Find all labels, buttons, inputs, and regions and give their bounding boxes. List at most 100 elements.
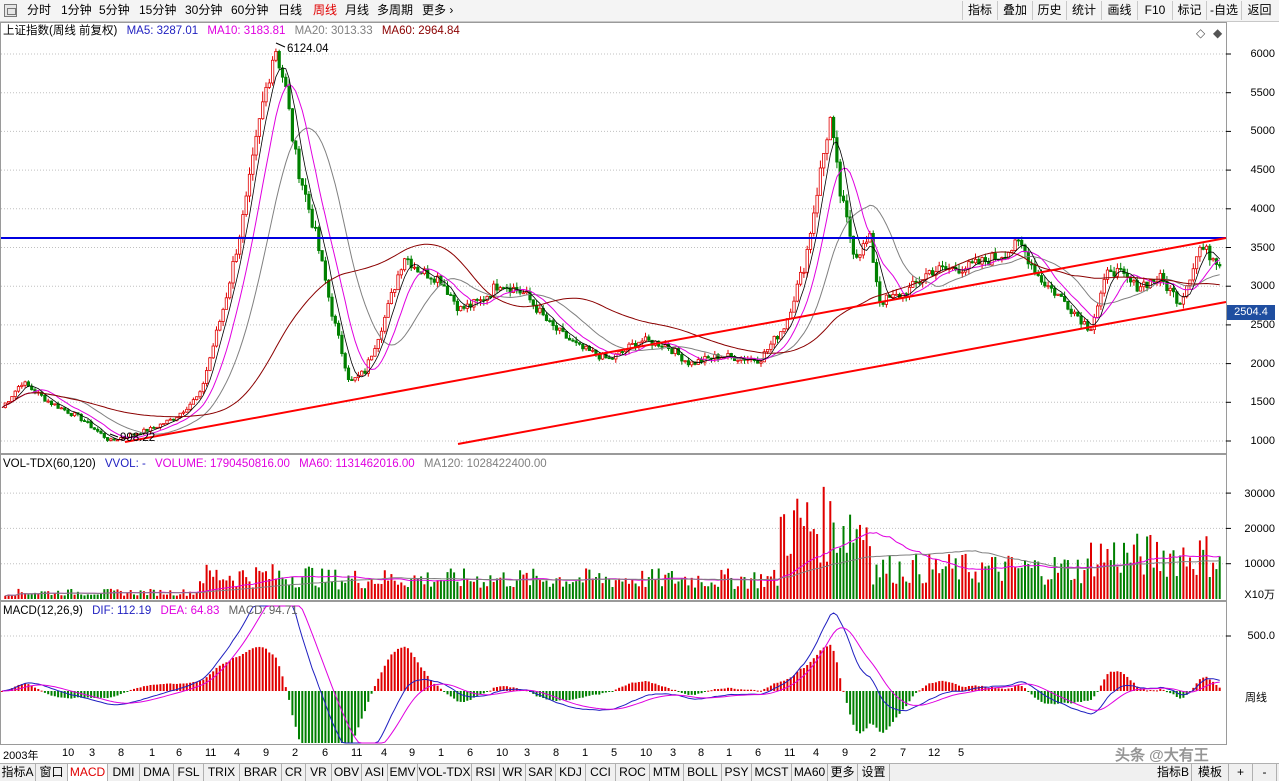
window-icon[interactable] <box>4 4 17 17</box>
indicator-tab[interactable]: EMV <box>388 764 418 781</box>
period-tab[interactable]: 60分钟 <box>231 3 269 17</box>
indicator-tab[interactable]: OBV <box>332 764 362 781</box>
volume-bar <box>588 569 591 599</box>
toolbar-button[interactable]: 指标 <box>962 1 997 20</box>
period-tab[interactable]: 30分钟 <box>185 3 223 17</box>
diamond-icon[interactable]: ◇ <box>1196 26 1206 40</box>
indicator-tab[interactable]: 设置 <box>858 764 890 781</box>
candle-body <box>30 385 34 391</box>
period-tab[interactable]: 月线 <box>345 3 370 17</box>
macd-bar <box>27 684 30 691</box>
toolbar-button[interactable]: 返回 <box>1241 1 1277 20</box>
macd-bar <box>232 657 234 691</box>
time-axis-label: 6 <box>322 747 329 759</box>
toolbar-button[interactable]: 标记 <box>1172 1 1206 20</box>
indicator-tab[interactable]: 窗口 <box>36 764 68 781</box>
volume-bar <box>423 584 426 599</box>
macd-bar <box>746 689 749 691</box>
time-axis-label: 7 <box>900 747 907 759</box>
indicator-tab[interactable]: 指标A <box>0 764 36 781</box>
candle-body <box>86 421 90 423</box>
volume-bar <box>1103 562 1106 599</box>
indicator-tab[interactable]: VOL-TDX <box>418 764 472 781</box>
indicator-tab[interactable]: MA60 <box>792 764 828 781</box>
toolbar-button[interactable]: 叠加 <box>997 1 1032 20</box>
candle-body <box>617 351 621 355</box>
period-tab[interactable]: 更多 › <box>422 3 454 17</box>
macd-bar <box>413 657 416 691</box>
toolbar-button[interactable]: 历史 <box>1032 1 1066 20</box>
indicator-tab[interactable]: MTM <box>650 764 684 781</box>
volume-bar <box>736 586 739 599</box>
indicator-tab[interactable]: KDJ <box>556 764 586 781</box>
period-tab[interactable]: 1分钟 <box>61 3 92 17</box>
period-tab[interactable]: 5分钟 <box>99 3 130 17</box>
volume-bar <box>835 552 838 599</box>
indicator-tab[interactable]: TRIX <box>204 764 240 781</box>
indicator-tab[interactable]: MCST <box>752 764 792 781</box>
candle-body <box>1072 311 1077 315</box>
indicator-tab[interactable]: SAR <box>526 764 556 781</box>
volume-bar <box>535 575 538 599</box>
period-tab[interactable]: 多周期 <box>377 3 414 17</box>
indicator-tab[interactable]: BRAR <box>240 764 282 781</box>
template-tab[interactable]: 指标B <box>1155 764 1192 781</box>
macd-bar <box>664 686 667 691</box>
toolbar-button[interactable]: F10 <box>1137 1 1172 20</box>
template-tab[interactable]: - <box>1253 764 1277 781</box>
toolbar-button[interactable]: 统计 <box>1066 1 1101 20</box>
period-tab[interactable]: 分时 <box>27 3 52 17</box>
volume-bar <box>7 594 10 599</box>
period-tab[interactable]: 15分钟 <box>139 3 177 17</box>
volume-bar <box>571 582 574 599</box>
macd-bar <box>736 689 739 691</box>
ma60-line <box>1 243 1220 418</box>
volume-bar <box>618 578 621 599</box>
toolbar-button[interactable]: -自选 <box>1206 1 1241 20</box>
macd-bar <box>598 691 601 695</box>
indicator-tab[interactable]: VR <box>306 764 332 781</box>
volume-bar <box>416 578 419 599</box>
candle-body <box>1013 239 1017 251</box>
volume-bar <box>446 572 449 599</box>
volume-bar <box>86 594 89 599</box>
macd-bar <box>727 687 729 691</box>
candle-body <box>488 295 493 298</box>
period-tab[interactable]: 周线 <box>313 3 338 17</box>
indicator-tab[interactable]: WR <box>500 764 526 781</box>
indicator-tab[interactable]: DMI <box>108 764 140 781</box>
period-tab[interactable]: 日线 <box>278 3 303 17</box>
template-tab[interactable]: 模板 <box>1192 764 1229 781</box>
indicator-tab[interactable]: BOLL <box>684 764 722 781</box>
macd-bar <box>1123 674 1125 691</box>
volume-bar <box>958 579 960 599</box>
indicator-tab[interactable]: ASI <box>362 764 388 781</box>
indicator-tab[interactable]: MACD <box>68 764 108 781</box>
diamond-icon[interactable]: ◆ <box>1213 26 1223 40</box>
macd-bar <box>1000 688 1003 691</box>
indicator-tab[interactable]: CR <box>282 764 306 781</box>
candle-body <box>561 327 565 332</box>
volume-bar <box>829 501 832 599</box>
indicator-tab[interactable]: RSI <box>472 764 500 781</box>
indicator-tab[interactable]: PSY <box>722 764 752 781</box>
macd-bar <box>307 691 310 743</box>
candle-body <box>1158 273 1162 283</box>
indicator-tab[interactable]: FSL <box>174 764 204 781</box>
indicator-tab[interactable]: DMA <box>140 764 174 781</box>
toolbar-button[interactable]: 画线 <box>1101 1 1137 20</box>
indicator-tab[interactable]: 更多 <box>828 764 858 781</box>
candle-body <box>944 266 948 270</box>
macd-bar <box>17 684 20 691</box>
macd-bar <box>1037 691 1040 700</box>
candle-body <box>581 343 585 350</box>
macd-bar <box>1090 691 1092 700</box>
candle-body <box>472 299 476 308</box>
template-tab[interactable]: + <box>1229 764 1253 781</box>
macd-bar <box>859 691 861 734</box>
indicator-tab[interactable]: CCI <box>586 764 616 781</box>
indicator-tab[interactable]: ROC <box>616 764 650 781</box>
macd-bar <box>581 691 584 698</box>
period-side-label[interactable]: 周线 <box>1245 692 1267 704</box>
